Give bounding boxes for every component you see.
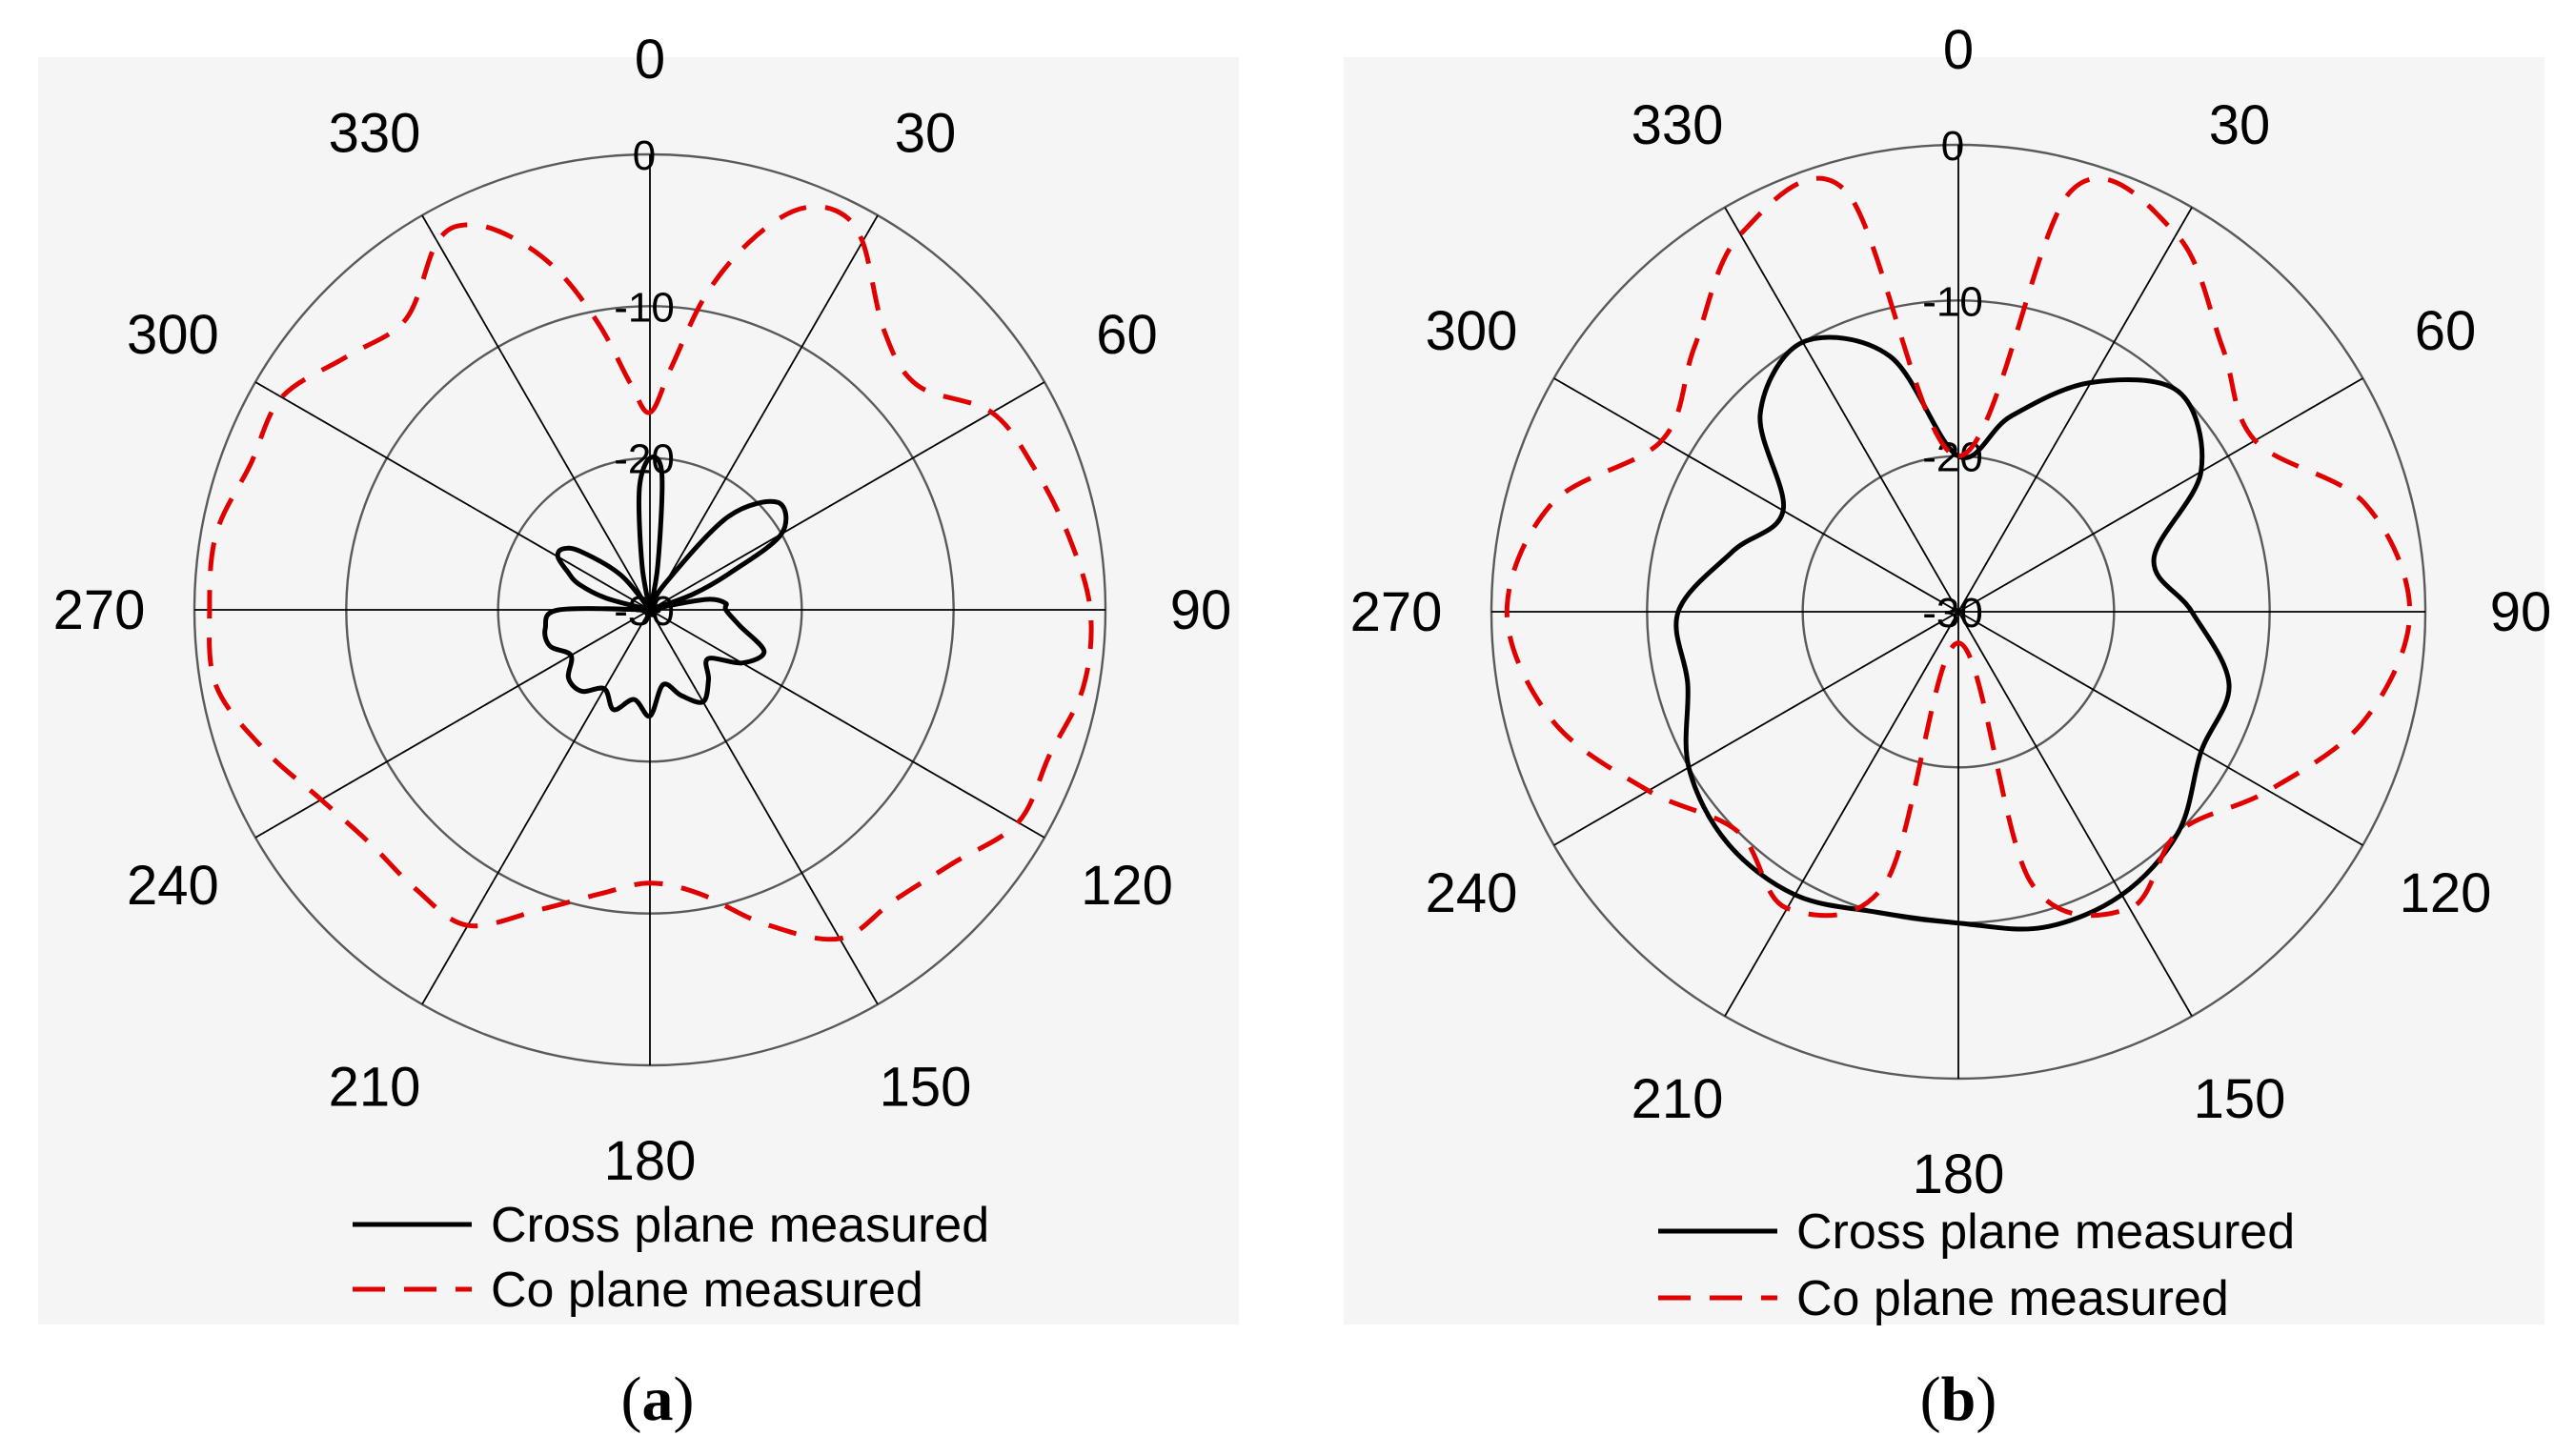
grid-spoke-a-210: [421, 609, 651, 1005]
angle-label-b-240: 240: [1426, 862, 1518, 924]
series-line-b-cross-plane: [1673, 334, 2232, 932]
angle-label-b-120: 120: [2400, 862, 2492, 924]
grid-spoke-b-330: [1724, 207, 1959, 613]
angle-label-a-30: 30: [895, 102, 957, 164]
plot-background-a: [38, 57, 1239, 1325]
angle-label-b-270: 270: [1350, 581, 1443, 643]
ring-labels-b: 0-10-20-30: [1922, 123, 1983, 637]
ring-label-b-1: -10: [1922, 278, 1983, 325]
legend-b: Cross plane measured Co plane measured: [1658, 1204, 2295, 1326]
ring-label-a-2: -20: [614, 436, 675, 483]
angle-label-a-240: 240: [127, 855, 219, 917]
series-line-a-cross-plane: [542, 455, 789, 719]
angle-label-b-330: 330: [1632, 94, 1724, 156]
ring-label-a-1: -10: [614, 284, 675, 331]
angle-label-a-300: 300: [127, 304, 219, 366]
angle-label-b-210: 210: [1632, 1068, 1724, 1130]
angle-label-b-300: 300: [1426, 300, 1518, 362]
grid-spoke-a-30: [649, 214, 879, 611]
grid-spoke-b-120: [1957, 611, 2363, 846]
angle-label-a-210: 210: [329, 1057, 421, 1119]
angle-labels-a: 0 30 60 90 120 150 180 210 240 270 300 330: [53, 29, 1232, 1192]
angle-label-a-330: 330: [329, 102, 421, 164]
legend-label-cross-b: Cross plane measured: [1796, 1204, 2295, 1260]
angle-label-a-90: 90: [1170, 579, 1232, 641]
ring-label-a-0: 0: [633, 132, 656, 179]
panel-caption-a: (a): [621, 1365, 695, 1434]
legend-label-co-b: Co plane measured: [1796, 1271, 2229, 1326]
polar-grid-b: [1490, 143, 2427, 1081]
angle-labels-b: 0 30 60 90 120 150 180 210 240 270 300 330: [1350, 19, 2552, 1205]
angle-label-a-270: 270: [53, 579, 146, 641]
grid-spoke-a-300: [254, 381, 651, 611]
plot-background-b: [1344, 57, 2544, 1325]
series-line-a-co-plane: [207, 204, 1094, 942]
grid-spoke-b-30: [1957, 207, 2193, 613]
angle-label-b-180: 180: [1913, 1143, 2005, 1205]
legend-label-co-a: Co plane measured: [491, 1263, 923, 1318]
ring-label-b-0: 0: [1941, 123, 1964, 170]
series-group-b: [1504, 175, 2413, 932]
grid-spoke-b-150: [1957, 611, 2193, 1017]
angle-label-b-0: 0: [1943, 19, 1974, 81]
legend-a: Cross plane measured Co plane measured: [353, 1198, 989, 1318]
angle-label-a-180: 180: [604, 1130, 697, 1192]
angle-label-a-150: 150: [880, 1057, 972, 1119]
angle-label-b-60: 60: [2415, 300, 2477, 362]
ring-labels-a: 0-10-20-30: [614, 132, 675, 635]
angle-label-a-120: 120: [1081, 855, 1173, 917]
grid-spoke-a-60: [649, 381, 1045, 611]
legend-label-cross-a: Cross plane measured: [491, 1198, 989, 1253]
angle-label-a-0: 0: [635, 29, 665, 91]
angle-label-b-30: 30: [2209, 94, 2271, 156]
angle-label-b-150: 150: [2194, 1068, 2286, 1130]
grid-spoke-b-60: [1957, 377, 2363, 613]
grid-spoke-b-240: [1553, 611, 1959, 846]
series-group-a: [207, 204, 1094, 942]
panel-caption-b: (b): [1920, 1365, 1997, 1434]
grid-spoke-b-210: [1724, 611, 1959, 1017]
grid-spoke-a-120: [649, 609, 1045, 839]
angle-label-a-60: 60: [1096, 304, 1158, 366]
ring-label-b-3: -30: [1922, 590, 1983, 637]
series-line-b-co-plane: [1504, 175, 2413, 919]
angle-label-b-90: 90: [2490, 581, 2552, 643]
grid-spoke-a-330: [421, 214, 651, 611]
grid-spoke-b-300: [1553, 377, 1959, 613]
